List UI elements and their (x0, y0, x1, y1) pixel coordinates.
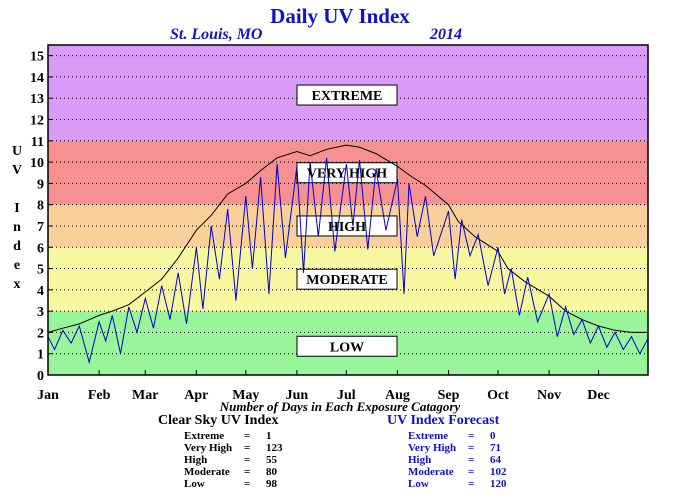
y-axis-letter: V (11, 163, 23, 178)
y-axis-letter: e (13, 258, 21, 273)
y-axis-letter: d (13, 239, 21, 254)
stat-value: 123 (266, 442, 283, 454)
y-tick-label: 6 (37, 241, 44, 256)
clear-sky-heading: Clear Sky UV Index (158, 413, 279, 428)
band-label: EXTREME (312, 89, 383, 104)
stat-row: High = 64 (408, 454, 507, 466)
band-label-box (296, 335, 398, 357)
stat-row: Very High = 71 (408, 442, 507, 454)
forecast-uv-line (47, 157, 649, 365)
x-tick-label: Feb (88, 388, 111, 403)
y-axis-letter: I (14, 201, 20, 216)
x-tick-label: Sep (438, 388, 460, 403)
stat-eq: = (244, 454, 251, 466)
y-tick-label: 13 (30, 92, 44, 107)
stat-label: Low (184, 478, 205, 490)
stat-row: High = 55 (184, 454, 283, 466)
band-label-box (296, 268, 398, 290)
y-axis-letter: U (11, 144, 23, 159)
y-tick-label: 10 (30, 156, 44, 171)
stat-value: 71 (490, 442, 501, 454)
clear-sky-stats: Extreme = 1 Very High = 123 High = 55 Moderate… (184, 430, 283, 490)
band-label-box (296, 215, 398, 237)
year-label: 2014 (430, 26, 462, 43)
y-tick-label: 14 (30, 71, 44, 86)
plot-border (47, 44, 649, 376)
stat-label: High (184, 454, 208, 466)
y-axis-letter: n (13, 220, 21, 235)
x-tick-label: May (232, 388, 259, 403)
stat-value: 55 (266, 454, 277, 466)
stat-value: 120 (490, 478, 507, 490)
stat-label: Low (408, 478, 429, 490)
y-tick-label: 3 (37, 305, 44, 320)
stat-row: Moderate = 80 (184, 466, 283, 478)
stat-label: Very High (408, 442, 457, 454)
stat-value: 102 (490, 466, 507, 478)
stat-value: 98 (266, 478, 277, 490)
y-tick-label: 12 (30, 114, 44, 129)
stat-label: Extreme (408, 430, 449, 442)
x-tick-label: Aug (385, 388, 410, 403)
band-label: HIGH (328, 220, 366, 235)
y-tick-label: 1 (37, 348, 44, 363)
stat-label: Moderate (408, 466, 454, 478)
stat-eq: = (468, 454, 475, 466)
location-label: St. Louis, MO (170, 26, 263, 43)
forecast-heading: UV Index Forecast (387, 413, 500, 428)
y-tick-label: 4 (37, 284, 44, 299)
y-tick-label: 0 (37, 369, 44, 384)
stat-eq: = (468, 442, 475, 454)
band-label: LOW (330, 340, 364, 355)
y-axis-label: U V I n d e x (10, 142, 24, 294)
stat-row: Very High = 123 (184, 442, 283, 454)
x-tick-label: Jul (337, 388, 356, 403)
x-tick-label: Apr (184, 388, 208, 403)
y-axis-letter (10, 180, 24, 199)
x-tick-label: Nov (537, 388, 561, 403)
stat-row: Moderate = 102 (408, 466, 507, 478)
stat-label: Very High (184, 442, 233, 454)
stat-eq: = (244, 478, 251, 490)
y-tick-label: 15 (30, 50, 44, 65)
y-tick-label: 8 (37, 199, 44, 214)
stat-value: 1 (266, 430, 272, 442)
y-tick-label: 11 (31, 135, 44, 150)
stat-label: Extreme (184, 430, 225, 442)
x-tick-label: Jan (37, 388, 59, 403)
stat-row: Low = 98 (184, 478, 283, 490)
x-tick-label: Dec (587, 388, 610, 403)
band-label-box (296, 84, 398, 106)
stat-row: Extreme = 0 (408, 430, 507, 442)
stat-eq: = (468, 430, 475, 442)
stat-row: Extreme = 1 (184, 430, 283, 442)
stat-eq: = (244, 442, 251, 454)
stat-label: Moderate (184, 466, 230, 478)
stat-value: 0 (490, 430, 496, 442)
stat-eq: = (468, 478, 475, 490)
chart-title: Daily UV Index (270, 4, 410, 28)
stat-row: Low = 120 (408, 478, 507, 490)
stat-eq: = (244, 430, 251, 442)
stat-label: High (408, 454, 432, 466)
x-tick-label: Mar (132, 388, 158, 403)
y-tick-label: 2 (37, 326, 44, 341)
y-axis-letter: x (13, 277, 21, 292)
y-tick-label: 7 (37, 220, 44, 235)
y-tick-label: 5 (37, 263, 44, 278)
stat-value: 80 (266, 466, 277, 478)
forecast-stats: Extreme = 0 Very High = 71 High = 64 Moderate =… (408, 430, 507, 490)
stat-eq: = (468, 466, 475, 478)
stat-eq: = (244, 466, 251, 478)
stat-value: 64 (490, 454, 501, 466)
x-axis-caption: Number of Days in Each Exposure Catagory (219, 399, 461, 414)
band-label: MODERATE (306, 273, 387, 288)
x-tick-label: Oct (487, 388, 509, 403)
x-tick-label: Jun (286, 388, 309, 403)
y-tick-label: 9 (37, 177, 44, 192)
band-label: VERY HIGH (307, 167, 387, 182)
